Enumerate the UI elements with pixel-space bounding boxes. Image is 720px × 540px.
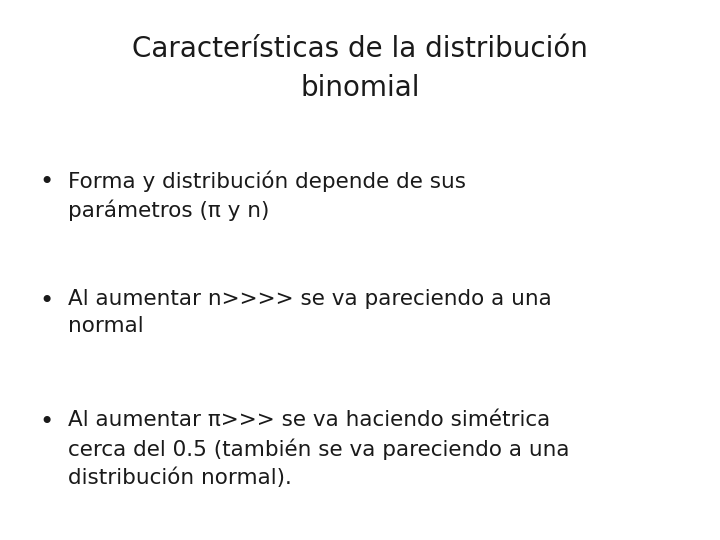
Text: •: •	[40, 289, 54, 313]
Text: Al aumentar π>>> se va haciendo simétrica
cerca del 0.5 (también se va pareciend: Al aumentar π>>> se va haciendo simétric…	[68, 410, 570, 488]
Text: Características de la distribución
binomial: Características de la distribución binom…	[132, 35, 588, 102]
Text: Al aumentar n>>>> se va pareciendo a una
normal: Al aumentar n>>>> se va pareciendo a una…	[68, 289, 552, 336]
Text: Forma y distribución depende de sus
parámetros (π y n): Forma y distribución depende de sus pará…	[68, 170, 467, 221]
Text: •: •	[40, 170, 54, 194]
Text: •: •	[40, 410, 54, 434]
